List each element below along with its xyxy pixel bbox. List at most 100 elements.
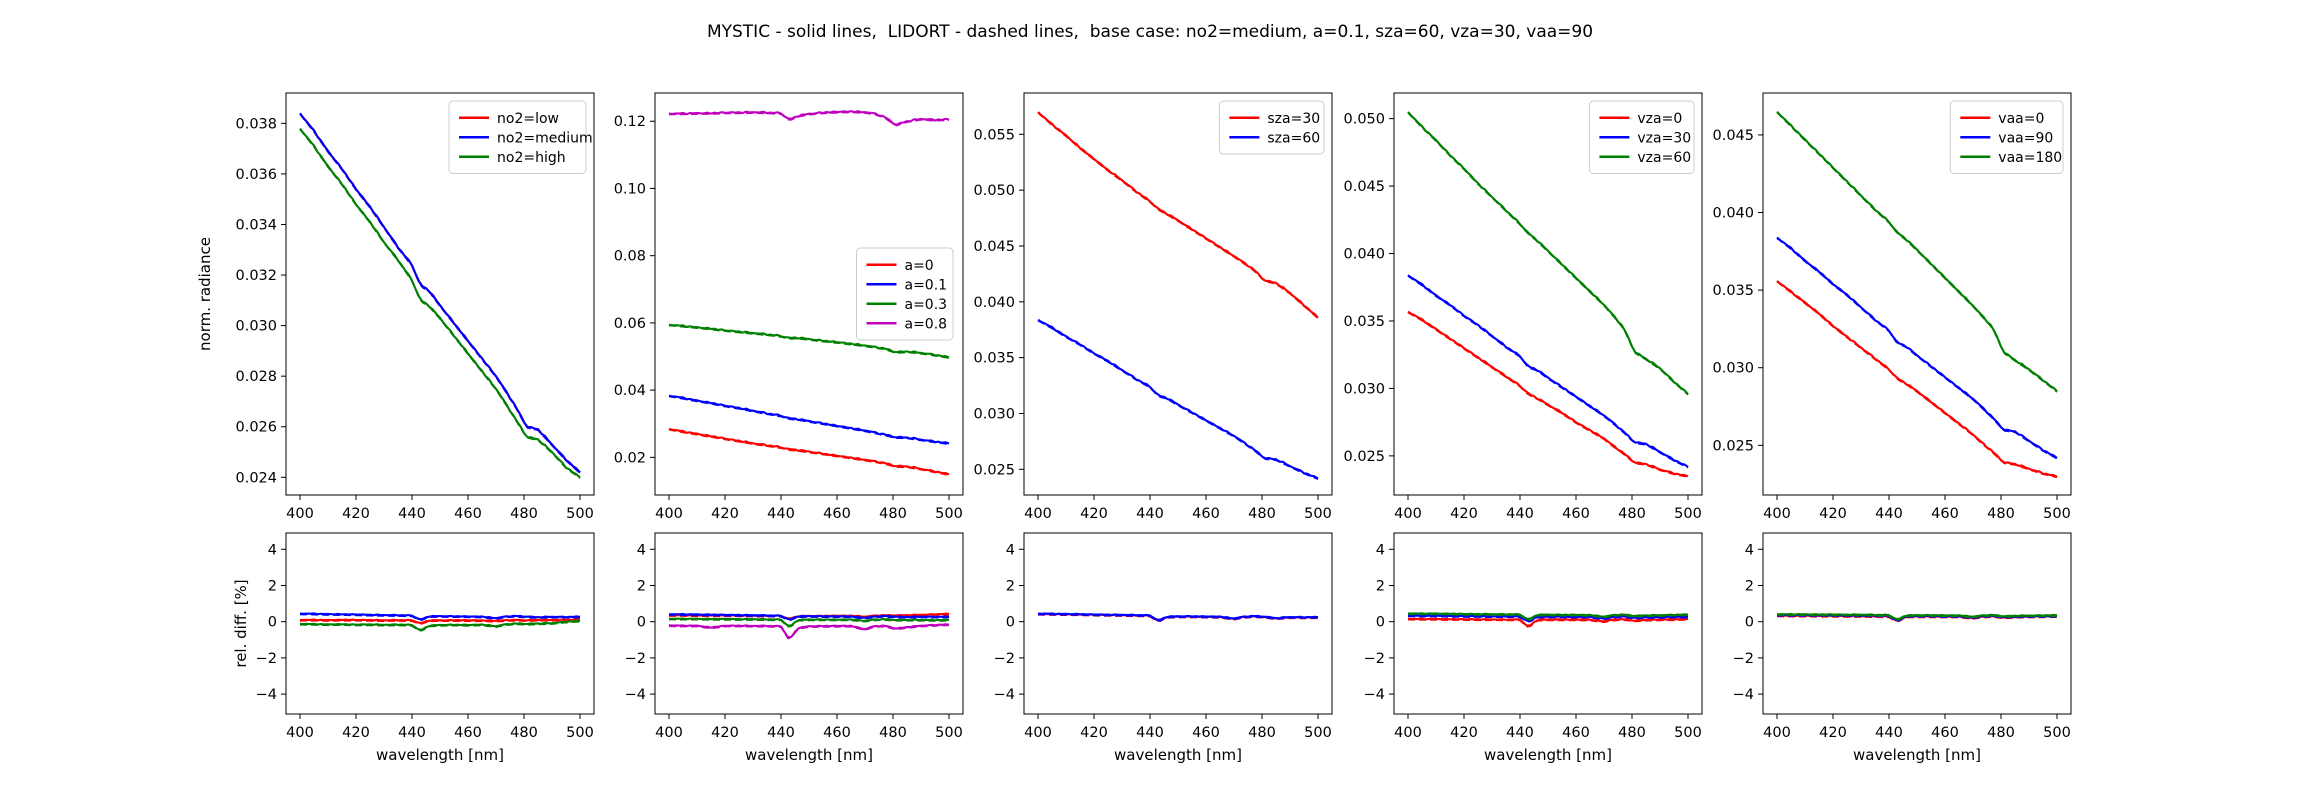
- y-tick-label: 0.030: [1343, 381, 1385, 397]
- y-tick-label: −4: [256, 687, 277, 703]
- series-vaa=180-mystic-line: [1776, 612, 2058, 620]
- legend-vza: vza=0 vza=30 vza=60: [1588, 100, 1695, 174]
- y-tick-label: 0: [637, 615, 646, 631]
- x-tick-label: 480: [510, 506, 538, 522]
- x-tick-label: 420: [1819, 506, 1847, 522]
- panel-sza: 400 420 440 460 480 500 0.025 0.030 0.035 0.040 0.…: [973, 92, 1333, 522]
- axes-frame: [1762, 92, 2072, 496]
- y-tick-label: 4: [637, 542, 646, 558]
- legend-no2: no2=low no2=medium no2=high: [448, 100, 593, 174]
- y-tick-label: 0.025: [1343, 449, 1385, 465]
- x-tick-label: 420: [342, 506, 370, 522]
- axes-frame: [654, 92, 964, 496]
- x-tick-label: 440: [398, 506, 426, 522]
- y-tick-label: 2: [1006, 578, 1015, 594]
- series-no2=high-lidort-line: [299, 621, 581, 632]
- y-tick-label: −2: [256, 651, 277, 667]
- x-tick-label: 400: [1763, 725, 1791, 741]
- series-vaa=90-mystic-line: [1776, 236, 2058, 459]
- y-tick-label: 0: [1006, 615, 1015, 631]
- x-tick-label: 500: [1304, 725, 1332, 741]
- y-tick-label: −2: [625, 651, 646, 667]
- series-vza=60-mystic-line: [1407, 111, 1689, 395]
- y-tick-label: 0.050: [1343, 112, 1385, 128]
- y-tick-label: 0.038: [235, 116, 277, 132]
- series-no2=low-mystic-line: [299, 618, 581, 624]
- series-vza=0-lidort-line: [1407, 311, 1689, 478]
- series-a=0.3-mystic-line: [668, 323, 950, 359]
- panel-aerosol: 400 420 440 460 480 500 0.02 0.04 0.06 0.08 0.10 0.…: [614, 92, 964, 522]
- y-tick-label: 0.050: [973, 183, 1015, 199]
- y-tick-label: −2: [994, 651, 1015, 667]
- y-tick-label: 0.028: [235, 369, 277, 385]
- series-no2=high-mystic-line: [299, 127, 581, 479]
- legend-label: a=0.8: [905, 316, 948, 332]
- legend-box: [448, 100, 587, 174]
- x-tick-label: 420: [342, 725, 370, 741]
- x-tick-label: 500: [1674, 506, 1702, 522]
- series-vza=60-lidort-line: [1407, 613, 1689, 621]
- series-vaa=0-mystic-line: [1776, 280, 2058, 478]
- x-tick-label: 500: [935, 725, 963, 741]
- axes-frame: [1393, 532, 1703, 715]
- x-tick-label: 460: [1931, 725, 1959, 741]
- y-tick-label: 0.055: [973, 127, 1015, 143]
- x-tick-label: 500: [935, 506, 963, 522]
- legend-label: vaa=90: [1998, 130, 2053, 146]
- legend-label: a=0.1: [905, 277, 948, 293]
- x-tick-label: 440: [767, 725, 795, 741]
- x-tick-label: 460: [1192, 725, 1220, 741]
- x-tick-label: 420: [711, 725, 739, 741]
- series-a=0.1-lidort-line: [668, 395, 950, 445]
- x-tick-label: 440: [1506, 506, 1534, 522]
- panel-no2-diff: 400 420 440 460 480 500 −4 −2 0 2 4 wavelength [nm]: [256, 532, 595, 764]
- y-tick-label: 0.025: [1712, 438, 1754, 454]
- legend-box: [1949, 100, 2064, 174]
- axes-frame: [285, 92, 595, 496]
- x-tick-label: 500: [566, 506, 594, 522]
- series-vza=0-mystic-line: [1407, 617, 1689, 627]
- x-tick-label: 400: [1394, 725, 1422, 741]
- panel-lines-sza: [1037, 111, 1319, 480]
- y-tick-label: 0.032: [235, 268, 277, 284]
- x-tick-label: 420: [1080, 725, 1108, 741]
- y-tick-label: 0.035: [1343, 314, 1385, 330]
- y-tick-label: 2: [1376, 578, 1385, 594]
- y-tick-label: 0.030: [1712, 361, 1754, 377]
- legend-label: vza=30: [1637, 130, 1691, 146]
- x-tick-label: 400: [1024, 506, 1052, 522]
- axes-frame: [1762, 532, 2072, 715]
- y-tick-label: 0.06: [614, 316, 646, 332]
- axes-frame: [1393, 92, 1703, 496]
- x-tick-label: 400: [286, 506, 314, 522]
- x-tick-label: 440: [1875, 506, 1903, 522]
- y-tick-label: 2: [1745, 578, 1754, 594]
- panel-lines-aerosol-diff: [668, 612, 950, 640]
- series-sza=60-lidort-line: [1037, 320, 1319, 480]
- series-vaa=180-mystic-line: [1776, 110, 2058, 393]
- x-tick-label: 480: [1987, 725, 2015, 741]
- legend-label: a=0.3: [905, 297, 948, 313]
- y-tick-label: 0: [268, 615, 277, 631]
- series-a=0.8-lidort-line: [669, 111, 950, 127]
- series-no2=medium-mystic-line: [299, 612, 581, 621]
- x-tick-label: 480: [1987, 506, 2015, 522]
- series-vza=60-lidort-line: [1407, 112, 1689, 396]
- y-tick-label: 0.035: [1712, 283, 1754, 299]
- series-no2=low-lidort-line: [300, 619, 581, 625]
- y-tick-label: 0.12: [614, 114, 646, 130]
- x-tick-label: 440: [1136, 506, 1164, 522]
- y-axis-label-top: norm. radiance: [196, 237, 214, 351]
- legend-label: no2=high: [497, 150, 566, 166]
- series-vaa=180-lidort-line: [1776, 614, 2058, 621]
- x-tick-label: 460: [454, 725, 482, 741]
- y-axis-label-bottom: rel. diff. [%]: [232, 579, 250, 667]
- y-tick-label: 0.030: [973, 406, 1015, 422]
- y-tick-label: 0.040: [1343, 247, 1385, 263]
- y-tick-label: 2: [268, 578, 277, 594]
- series-vaa=90-lidort-line: [1776, 237, 2058, 460]
- x-tick-label: 480: [1618, 506, 1646, 522]
- series-a=0.8-lidort-line: [668, 624, 950, 640]
- series-no2=medium-lidort-line: [299, 613, 581, 621]
